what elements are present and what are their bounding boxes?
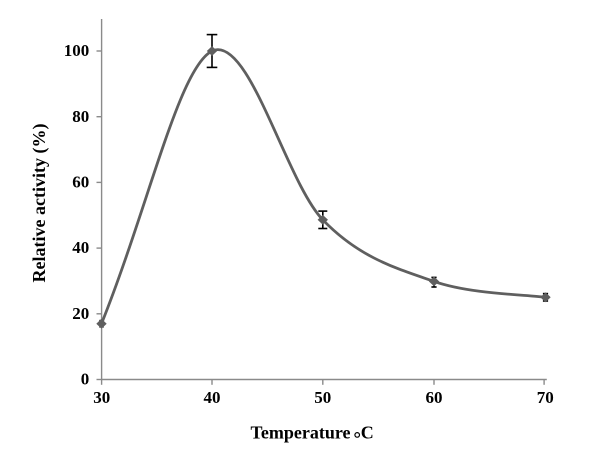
svg-text:C: C	[361, 423, 374, 443]
svg-text:70: 70	[537, 388, 554, 407]
svg-text:40: 40	[204, 388, 221, 407]
svg-text:60: 60	[72, 173, 89, 192]
svg-text:60: 60	[426, 388, 443, 407]
svg-text:100: 100	[64, 41, 90, 60]
svg-text:Temperature: Temperature	[251, 423, 351, 443]
svg-text:Relative activity (%): Relative activity (%)	[29, 124, 50, 283]
svg-text:30: 30	[93, 388, 110, 407]
svg-text:50: 50	[314, 388, 331, 407]
svg-text:20: 20	[72, 304, 89, 323]
svg-text:80: 80	[72, 107, 89, 126]
svg-text:40: 40	[72, 238, 89, 257]
svg-text:0: 0	[81, 370, 90, 389]
